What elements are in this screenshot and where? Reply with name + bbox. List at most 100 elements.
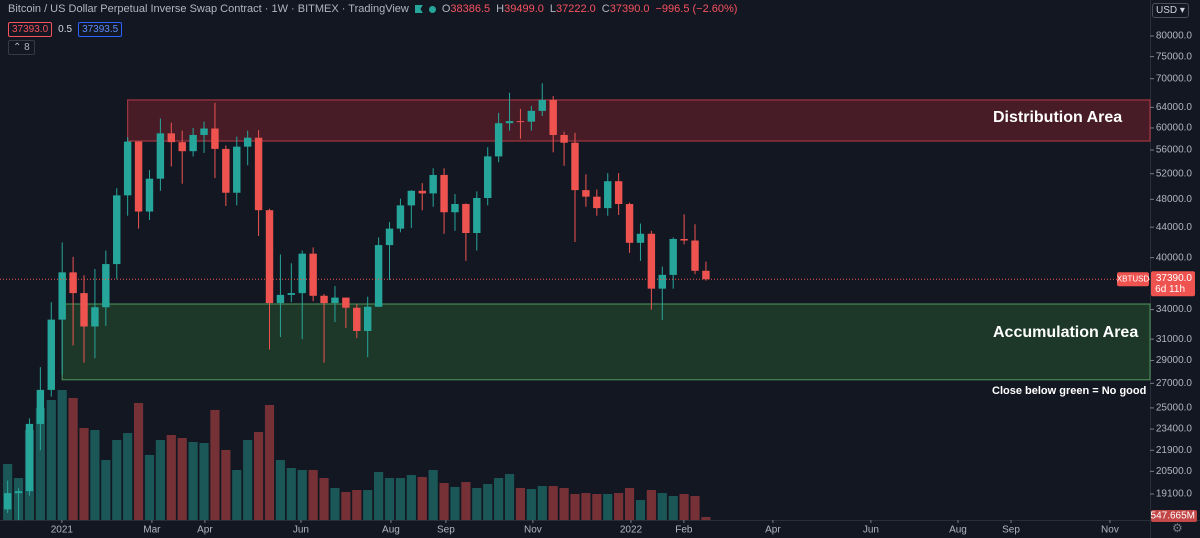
y-tick-label: 21900.0 — [1156, 445, 1193, 456]
volume-bar — [330, 487, 340, 520]
x-tick-label: Mar — [143, 525, 161, 536]
volume-label-bg — [1151, 510, 1197, 522]
volume-bar — [624, 487, 635, 520]
volume-bar — [537, 486, 547, 520]
indicators-toggle[interactable]: ⌃ 8 — [8, 40, 35, 55]
volume-bar — [308, 469, 318, 520]
y-tick-label: 40000.0 — [1156, 252, 1193, 263]
currency-select[interactable]: USD ▾ — [1152, 3, 1189, 18]
candle-body — [669, 238, 677, 275]
volume-bar — [417, 476, 427, 520]
candle-body — [484, 156, 492, 199]
symbol-tag-bg — [1117, 272, 1149, 287]
candle-body — [25, 423, 34, 492]
candle-body — [276, 294, 285, 304]
price-label-bg — [1151, 271, 1195, 297]
volume-bar — [679, 494, 689, 520]
candle-body — [604, 181, 612, 209]
ohlc-value: 39499.0 — [504, 3, 544, 15]
volume-bar — [483, 483, 493, 520]
y-tick-label: 29000.0 — [1156, 355, 1193, 366]
candle-body — [647, 233, 656, 289]
settings-button[interactable]: ⚙ — [1172, 521, 1183, 535]
y-tick-label: 23400.0 — [1156, 424, 1193, 435]
symbol-tag: XBTUSD — [1117, 274, 1150, 283]
candle-body — [636, 233, 645, 243]
candle-body — [429, 174, 437, 194]
flag-icon[interactable] — [414, 5, 423, 13]
volume-layer — [3, 390, 711, 520]
volume-bar — [581, 493, 591, 520]
zone — [127, 99, 1151, 142]
change: −996.5 (−2.60%) — [655, 3, 738, 15]
candle-body — [407, 190, 416, 206]
spread: 0.5 — [58, 24, 73, 35]
zone — [61, 303, 1151, 381]
x-tick-label: Nov — [524, 525, 542, 536]
legend: Bitcoin / US Dollar Perpetual Inverse Sw… — [8, 3, 737, 15]
candle-body — [320, 295, 328, 304]
volume-bar — [603, 494, 613, 520]
buy-button[interactable]: 37393.5 — [78, 22, 123, 37]
x-tick-label: 2021 — [51, 525, 74, 536]
candle-body — [385, 228, 394, 246]
candle-body — [178, 142, 186, 152]
ohlc-key: C — [601, 3, 610, 15]
candle-body — [396, 205, 405, 229]
volume-bar — [243, 439, 253, 520]
candle-body — [505, 121, 514, 124]
y-tick-label: 56000.0 — [1156, 145, 1193, 156]
volume-bar — [428, 469, 438, 520]
volume-bar — [570, 494, 580, 520]
volume-bar — [614, 493, 624, 520]
currency: USD — [1156, 5, 1178, 16]
sell-button[interactable]: 37393.0 — [8, 22, 53, 37]
status-dot — [428, 5, 436, 13]
candle-body — [374, 245, 383, 307]
candle-body — [625, 204, 634, 243]
candle-body — [167, 133, 176, 143]
y-tick-label: 20500.0 — [1156, 466, 1193, 477]
candle-body — [80, 293, 88, 327]
candle-body — [298, 253, 306, 294]
candle-body — [102, 264, 110, 308]
candle-body — [440, 174, 448, 213]
candle-body — [560, 134, 568, 143]
x-tick-label: Feb — [675, 525, 693, 536]
volume-bar — [548, 486, 558, 520]
volume-bar — [199, 442, 209, 520]
volume-bar — [155, 439, 165, 520]
candle-body — [691, 240, 699, 271]
candle-body — [680, 238, 688, 241]
x-tick-label: Aug — [382, 525, 400, 536]
volume-bar — [101, 460, 111, 520]
candle-body — [516, 121, 525, 123]
candle-body — [331, 297, 339, 304]
y-tick-label: 52000.0 — [1156, 168, 1193, 179]
candle-body — [58, 272, 66, 320]
volume-bar — [232, 469, 242, 520]
volume-bar — [46, 400, 56, 520]
volume-bar — [701, 517, 711, 520]
candle-body — [265, 210, 274, 304]
candle-body — [156, 133, 165, 179]
y-tick-label: 48000.0 — [1156, 194, 1193, 205]
volume-bar — [319, 478, 329, 520]
candle-body — [462, 204, 470, 234]
candle-body — [36, 389, 45, 424]
candle-body — [69, 272, 77, 294]
candle-body — [145, 178, 154, 212]
candle-body — [14, 491, 23, 494]
volume-bar — [690, 496, 700, 520]
candle-body — [134, 141, 143, 212]
candle-body — [233, 146, 241, 193]
x-tick-label: Aug — [949, 525, 967, 536]
x-tick-label: Nov — [1101, 525, 1119, 536]
volume-bar — [144, 454, 155, 520]
x-tick-label: Sep — [1002, 525, 1020, 536]
volume-bar — [264, 404, 275, 520]
x-tick-label: Jun — [863, 525, 879, 536]
volume-bar — [494, 478, 504, 520]
volume-bar — [286, 468, 296, 520]
volume-bar — [363, 490, 373, 520]
